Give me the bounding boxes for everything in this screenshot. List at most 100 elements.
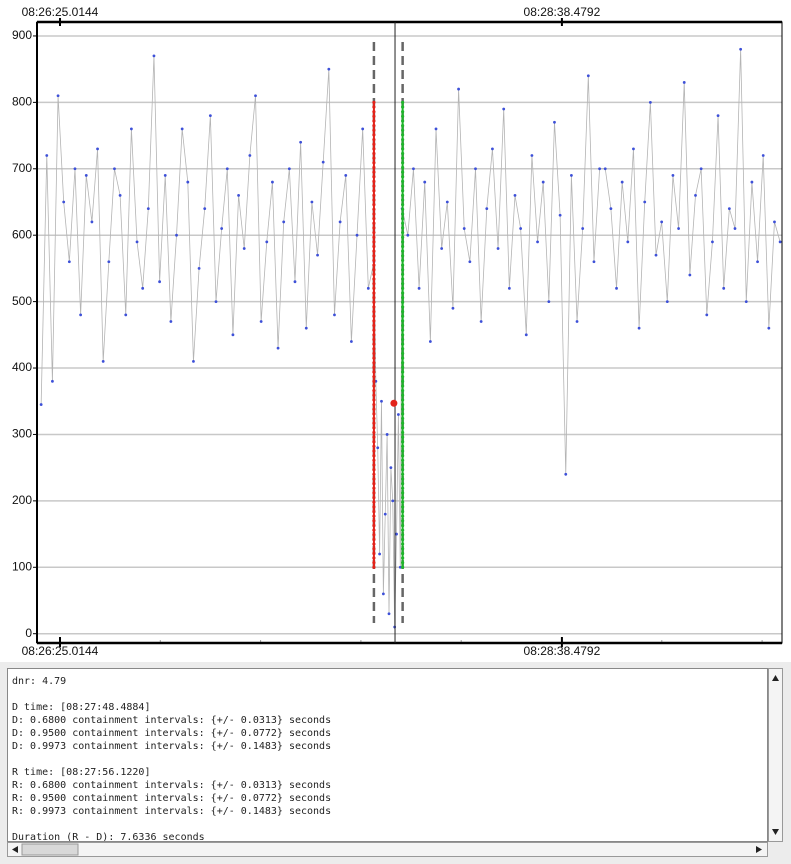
data-point [722, 286, 726, 290]
data-point [282, 220, 286, 224]
data-point [62, 200, 66, 204]
marker-dot [401, 323, 405, 328]
marker-dot [401, 244, 405, 249]
marker-dot [401, 416, 405, 421]
data-point [67, 260, 71, 264]
marker-dot [401, 430, 405, 435]
marker-dot [401, 268, 405, 272]
marker-dot [401, 509, 405, 514]
data-point [620, 180, 624, 184]
marker-dot [372, 323, 376, 328]
data-point [699, 167, 703, 171]
data-point [767, 326, 771, 330]
marker-dot [401, 189, 405, 193]
scroll-arrows [12, 843, 762, 856]
marker-dot [372, 170, 376, 174]
data-point [519, 227, 523, 230]
marker-dot [401, 147, 405, 151]
data-point [378, 552, 382, 556]
spacer [8, 688, 767, 701]
data-point [333, 313, 336, 317]
marker-dot [372, 440, 376, 444]
data-point [694, 193, 697, 197]
data-point [383, 512, 387, 516]
data-point [665, 300, 669, 304]
data-point [237, 193, 240, 197]
marker-dot [372, 416, 376, 421]
marker-dot [372, 235, 376, 239]
data-point [716, 114, 720, 118]
data-point [376, 446, 380, 450]
data-point [276, 346, 280, 350]
data-point [412, 167, 415, 171]
data-point [462, 227, 466, 230]
marker-dot [401, 565, 405, 569]
data-point [744, 300, 748, 304]
vertical-scrollbar[interactable] [768, 668, 783, 842]
marker-dot [401, 282, 405, 286]
log-line: R time: [08:27:56.1220] [12, 767, 151, 778]
data-point [129, 127, 133, 131]
data-point [586, 74, 590, 78]
marker-dot [372, 402, 376, 407]
data-point [491, 147, 494, 151]
marker-dot [372, 528, 376, 532]
data-point [727, 207, 731, 211]
data-point [558, 213, 562, 217]
marker-dot [401, 305, 405, 309]
marker-dot [401, 556, 405, 560]
data-point [603, 167, 607, 171]
marker-dot [372, 547, 376, 551]
marker-dot [401, 384, 405, 388]
data-point [485, 207, 489, 211]
marker-dot [372, 463, 376, 467]
marker-dot [401, 319, 405, 323]
data-point [349, 340, 353, 343]
marker-dot [372, 449, 376, 453]
log-line: R: 0.9973 containment intervals: {+/- 0.… [12, 806, 332, 817]
marker-dot [401, 110, 405, 114]
data-point [321, 160, 325, 164]
marker-dot [372, 389, 376, 393]
marker-dot [401, 519, 405, 523]
marker-dot [372, 509, 376, 514]
marker-dot [401, 161, 405, 165]
marker-dot [372, 258, 376, 263]
data-point [648, 100, 652, 104]
marker-dot [401, 240, 405, 244]
marker-dot [401, 212, 405, 216]
data-point [293, 280, 297, 284]
marker-dot [401, 128, 405, 132]
horizontal-scrollbar[interactable] [7, 842, 768, 857]
data-point [513, 193, 517, 197]
marker-dot [401, 100, 405, 104]
data-point [186, 180, 190, 184]
data-point [220, 227, 224, 230]
marker-dot [372, 375, 376, 379]
marker-dot [372, 244, 376, 249]
data-point [507, 286, 511, 290]
data-point [569, 174, 573, 177]
marker-dot [401, 402, 405, 407]
data-point [428, 340, 432, 343]
marker-dot [401, 114, 405, 118]
data-point [366, 286, 370, 290]
marker-dot [372, 300, 376, 304]
marker-dot [372, 319, 376, 323]
marker-dot [401, 435, 405, 439]
marker-dot [401, 523, 405, 528]
marker-dot [401, 193, 405, 197]
data-point [468, 260, 472, 264]
marker-dot [401, 495, 405, 500]
marker-dot [372, 477, 376, 481]
x-tick-label-top: 08:28:38.4792 [524, 5, 601, 19]
log-line: D: 0.9973 containment intervals: {+/- 0.… [12, 741, 332, 752]
marker-dot [401, 481, 405, 486]
data-point [711, 240, 714, 244]
marker-dot [372, 105, 376, 109]
data-point [118, 193, 122, 197]
data-point [423, 180, 427, 184]
y-tick-label: 800 [12, 95, 32, 109]
y-tick-label: 700 [12, 161, 32, 175]
data-point [152, 54, 156, 58]
